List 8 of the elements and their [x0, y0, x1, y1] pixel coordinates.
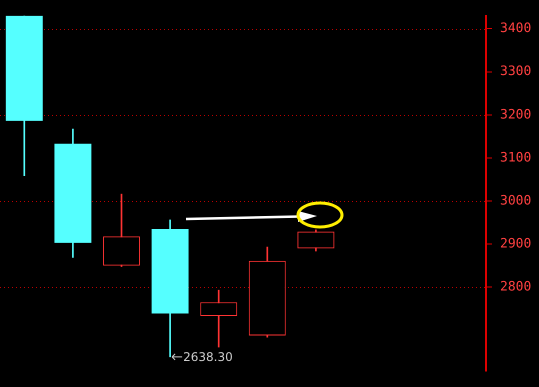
annotation: 2638.30	[183, 350, 233, 364]
y-tick-label: 3000	[500, 193, 532, 208]
y-tick-label: 3400	[500, 21, 532, 36]
y-tick-label: 3200	[500, 107, 532, 122]
y-tick-label: 3100	[500, 150, 532, 166]
y-tick-label: 2800	[500, 280, 532, 295]
y-tick-label: 3300	[500, 64, 532, 80]
y-tick-label: 2900	[500, 236, 532, 252]
